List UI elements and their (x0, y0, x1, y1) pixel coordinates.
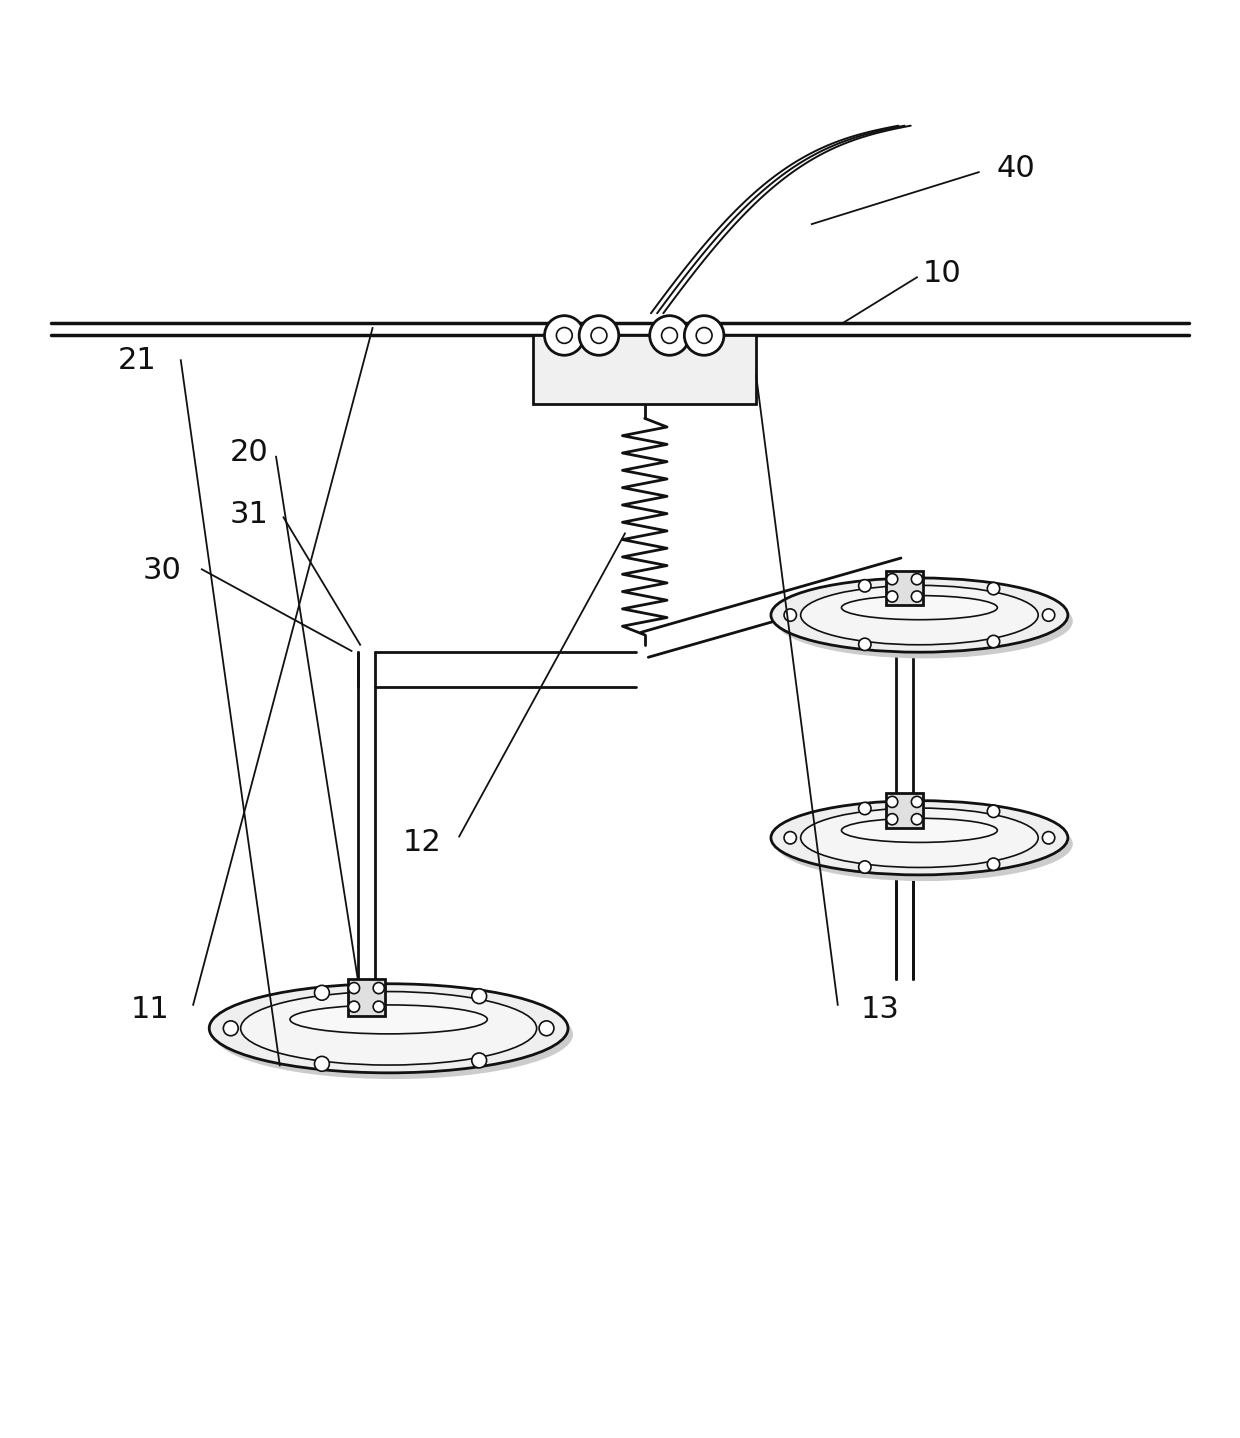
Circle shape (684, 316, 724, 355)
Ellipse shape (210, 984, 568, 1073)
Circle shape (662, 328, 677, 344)
Text: 30: 30 (143, 557, 182, 585)
Bar (533, 335, 756, 404)
Circle shape (348, 982, 360, 994)
Ellipse shape (241, 992, 537, 1066)
Circle shape (887, 814, 898, 825)
Text: 13: 13 (861, 995, 899, 1024)
Ellipse shape (801, 808, 1038, 867)
Circle shape (557, 328, 572, 344)
Circle shape (544, 316, 584, 355)
Circle shape (223, 1021, 238, 1035)
Ellipse shape (776, 807, 1073, 881)
Circle shape (911, 814, 923, 825)
Circle shape (858, 580, 870, 592)
Circle shape (784, 608, 796, 621)
Circle shape (539, 1021, 554, 1035)
Circle shape (911, 591, 923, 603)
Ellipse shape (771, 578, 1068, 653)
Circle shape (911, 797, 923, 808)
Circle shape (887, 591, 898, 603)
Circle shape (373, 982, 384, 994)
Circle shape (348, 1001, 360, 1012)
Text: 11: 11 (130, 995, 169, 1024)
Ellipse shape (215, 989, 573, 1078)
Circle shape (650, 316, 689, 355)
Circle shape (315, 985, 330, 1001)
Circle shape (1043, 608, 1055, 621)
Bar (347, 979, 384, 1015)
Circle shape (373, 1001, 384, 1012)
Circle shape (858, 861, 870, 873)
Text: 21: 21 (118, 345, 156, 375)
Circle shape (579, 316, 619, 355)
Circle shape (987, 805, 999, 818)
Ellipse shape (771, 801, 1068, 874)
Circle shape (987, 858, 999, 870)
Circle shape (471, 989, 486, 1004)
Text: 20: 20 (229, 439, 268, 467)
Bar (887, 794, 923, 828)
Circle shape (987, 636, 999, 647)
Text: 31: 31 (229, 500, 268, 529)
Ellipse shape (801, 585, 1038, 644)
Ellipse shape (776, 584, 1073, 659)
Circle shape (887, 797, 898, 808)
Circle shape (858, 802, 870, 815)
Circle shape (591, 328, 606, 344)
Text: 40: 40 (997, 154, 1035, 183)
Circle shape (696, 328, 712, 344)
Circle shape (471, 1053, 486, 1068)
Circle shape (315, 1057, 330, 1071)
Ellipse shape (290, 1005, 487, 1034)
Circle shape (911, 574, 923, 585)
Circle shape (1043, 831, 1055, 844)
Circle shape (784, 831, 796, 844)
Text: 12: 12 (403, 828, 441, 857)
Circle shape (987, 582, 999, 595)
Circle shape (887, 574, 898, 585)
Text: 10: 10 (923, 259, 961, 288)
Ellipse shape (842, 595, 997, 620)
Circle shape (858, 638, 870, 650)
Ellipse shape (842, 818, 997, 843)
Bar (887, 571, 923, 605)
